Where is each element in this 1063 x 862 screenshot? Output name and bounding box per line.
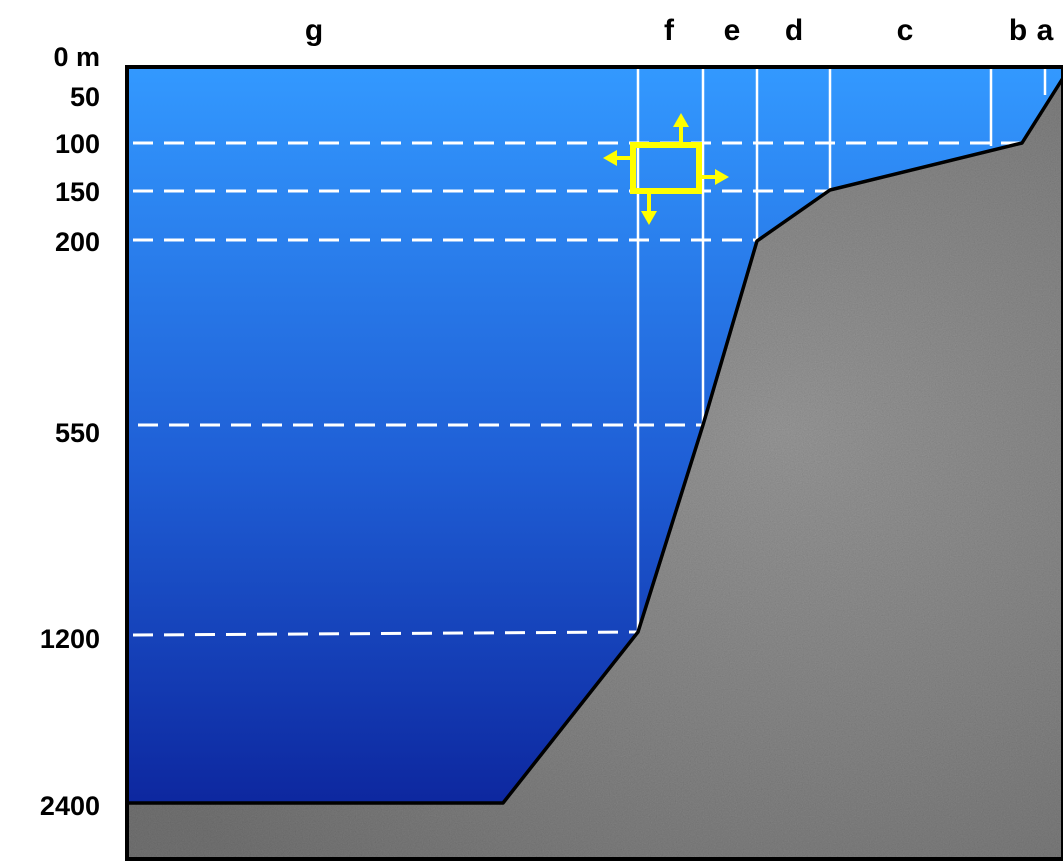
- depth-label-1200: 1200: [40, 624, 100, 654]
- zone-label-a: a: [1037, 14, 1054, 47]
- depth-line-1200: [132, 630, 639, 637]
- zone-label-b: b: [1009, 14, 1027, 47]
- zone-label-f: f: [664, 14, 675, 47]
- zone-label-g: g: [305, 14, 323, 47]
- depth-dashed-lines: [132, 141, 1022, 637]
- depth-label-50: 50: [70, 82, 100, 112]
- zone-boundary-lines: [636, 67, 1047, 632]
- depth-label-100: 100: [55, 129, 100, 159]
- zone-label-c: c: [897, 14, 914, 47]
- zone-labels: g f e d c b a: [305, 14, 1054, 47]
- depth-label-550: 550: [55, 418, 100, 448]
- diagram-frame: [125, 65, 1063, 861]
- depth-label-200: 200: [55, 227, 100, 257]
- seabed-outline: [127, 77, 1063, 805]
- sampler-box-with-arrows-icon: [603, 113, 729, 225]
- zone-label-e: e: [724, 14, 741, 47]
- depth-label-0: 0 m: [53, 42, 100, 72]
- zone-label-d: d: [785, 14, 803, 47]
- seabed-slope: [127, 78, 1063, 859]
- depth-label-150: 150: [55, 177, 100, 207]
- depth-labels: 0 m 50 100 150 200 550 1200 2400: [40, 42, 100, 821]
- depth-label-2400: 2400: [40, 791, 100, 821]
